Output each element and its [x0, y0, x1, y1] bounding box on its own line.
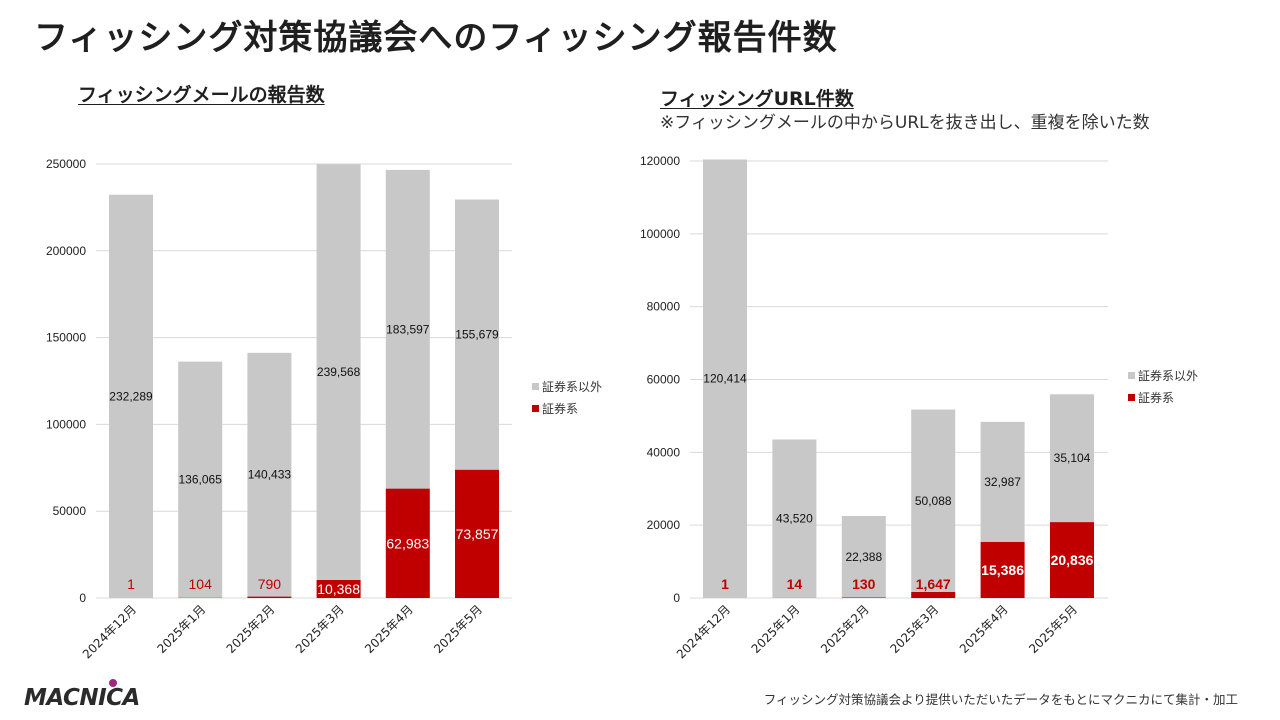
- data-label-other: 50,088: [915, 494, 952, 508]
- bar-securities-4: [316, 580, 361, 598]
- y-tick-label: 20000: [647, 518, 681, 532]
- footer-note: フィッシング対策協議会より提供いただいたデータをもとにマクニカにて集計・加工: [763, 692, 1238, 707]
- data-label-securities: 15,386: [981, 562, 1024, 578]
- y-tick-label: 100000: [46, 417, 86, 431]
- bar-other-5: [980, 421, 1025, 542]
- y-tick-label: 0: [673, 591, 680, 605]
- data-label-other: 35,104: [1054, 451, 1091, 465]
- x-tick-label: 2025年2月: [818, 602, 872, 656]
- x-tick-label: 2025年4月: [957, 602, 1011, 656]
- legend-label-securities: 証券系: [1138, 390, 1174, 405]
- chart-2-note: ※フィッシングメールの中からURLを抜き出し、重複を除いた数: [660, 113, 1150, 133]
- y-tick-label: 0: [79, 591, 86, 605]
- data-label-securities: 1: [721, 576, 729, 592]
- data-label-securities: 73,857: [456, 526, 499, 542]
- x-tick-label: 2024年12月: [674, 602, 733, 661]
- data-label-securities: 1,647: [916, 576, 951, 592]
- macnica-logo: MACNICA: [22, 679, 154, 715]
- data-label-other: 120,414: [703, 372, 747, 386]
- data-label-other: 183,597: [386, 322, 430, 336]
- legend-label-other: 証券系以外: [542, 379, 602, 394]
- y-tick-label: 120000: [640, 154, 680, 168]
- bar-other-3: [841, 515, 886, 598]
- data-label-other: 155,679: [455, 328, 499, 342]
- bar-other-3: [247, 352, 292, 597]
- data-label-other: 43,520: [776, 512, 813, 526]
- bar-other-5: [385, 169, 430, 489]
- legend-swatch-other: [1128, 372, 1135, 379]
- bar-securities-5: [385, 488, 430, 598]
- bar-other-6: [1050, 394, 1094, 523]
- data-label-securities: 130: [852, 576, 876, 592]
- data-label-securities: 14: [787, 576, 803, 592]
- x-tick-label: 2025年5月: [1026, 602, 1080, 656]
- bar-other-1: [703, 159, 747, 598]
- data-label-other: 22,388: [845, 550, 882, 564]
- bar-other-2: [178, 361, 223, 598]
- bar-other-6: [455, 199, 499, 470]
- chart-1-title: フィッシングメールの報告数: [78, 84, 325, 106]
- data-label-securities: 20,836: [1051, 552, 1094, 568]
- legend-swatch-securities: [1128, 394, 1135, 401]
- bar-securities-4: [911, 592, 956, 598]
- y-tick-label: 200000: [46, 244, 86, 258]
- data-label-other: 232,289: [109, 389, 153, 403]
- bar-securities-6: [1050, 522, 1094, 598]
- y-tick-label: 60000: [647, 373, 681, 387]
- legend-label-securities: 証券系: [542, 401, 578, 416]
- y-tick-label: 100000: [640, 227, 680, 241]
- x-tick-label: 2025年3月: [887, 602, 941, 656]
- data-label-other: 239,568: [317, 365, 361, 379]
- legend-swatch-other: [532, 383, 539, 390]
- y-tick-label: 80000: [647, 300, 681, 314]
- bar-other-2: [772, 439, 817, 598]
- data-label-securities: 10,368: [317, 581, 360, 597]
- data-label-securities: 1: [127, 576, 135, 592]
- y-tick-label: 250000: [46, 157, 86, 171]
- data-label-securities: 790: [258, 576, 282, 592]
- logo-text: MACNICA: [24, 685, 140, 711]
- x-tick-label: 2025年1月: [749, 602, 803, 656]
- data-label-other: 32,987: [984, 475, 1021, 489]
- data-label-other: 140,433: [248, 468, 292, 482]
- bar-other-4: [911, 409, 956, 593]
- data-label-other: 136,065: [179, 473, 223, 487]
- data-label-securities: 104: [189, 576, 213, 592]
- logo-dot: [109, 679, 117, 687]
- chart-2-title: フィッシングURL件数: [660, 88, 854, 110]
- bar-securities-3: [247, 596, 292, 598]
- legend-label-other: 証券系以外: [1138, 368, 1198, 383]
- y-tick-label: 50000: [53, 504, 87, 518]
- bar-securities-6: [455, 469, 499, 598]
- y-tick-label: 150000: [46, 331, 86, 345]
- bar-other-4: [316, 164, 361, 581]
- bar-securities-5: [980, 541, 1025, 598]
- y-tick-label: 40000: [647, 445, 681, 459]
- data-label-securities: 62,983: [386, 535, 429, 551]
- page-title: フィッシング対策協議会へのフィッシング報告件数: [34, 18, 838, 58]
- bar-other-1: [109, 194, 153, 598]
- legend-swatch-securities: [532, 405, 539, 412]
